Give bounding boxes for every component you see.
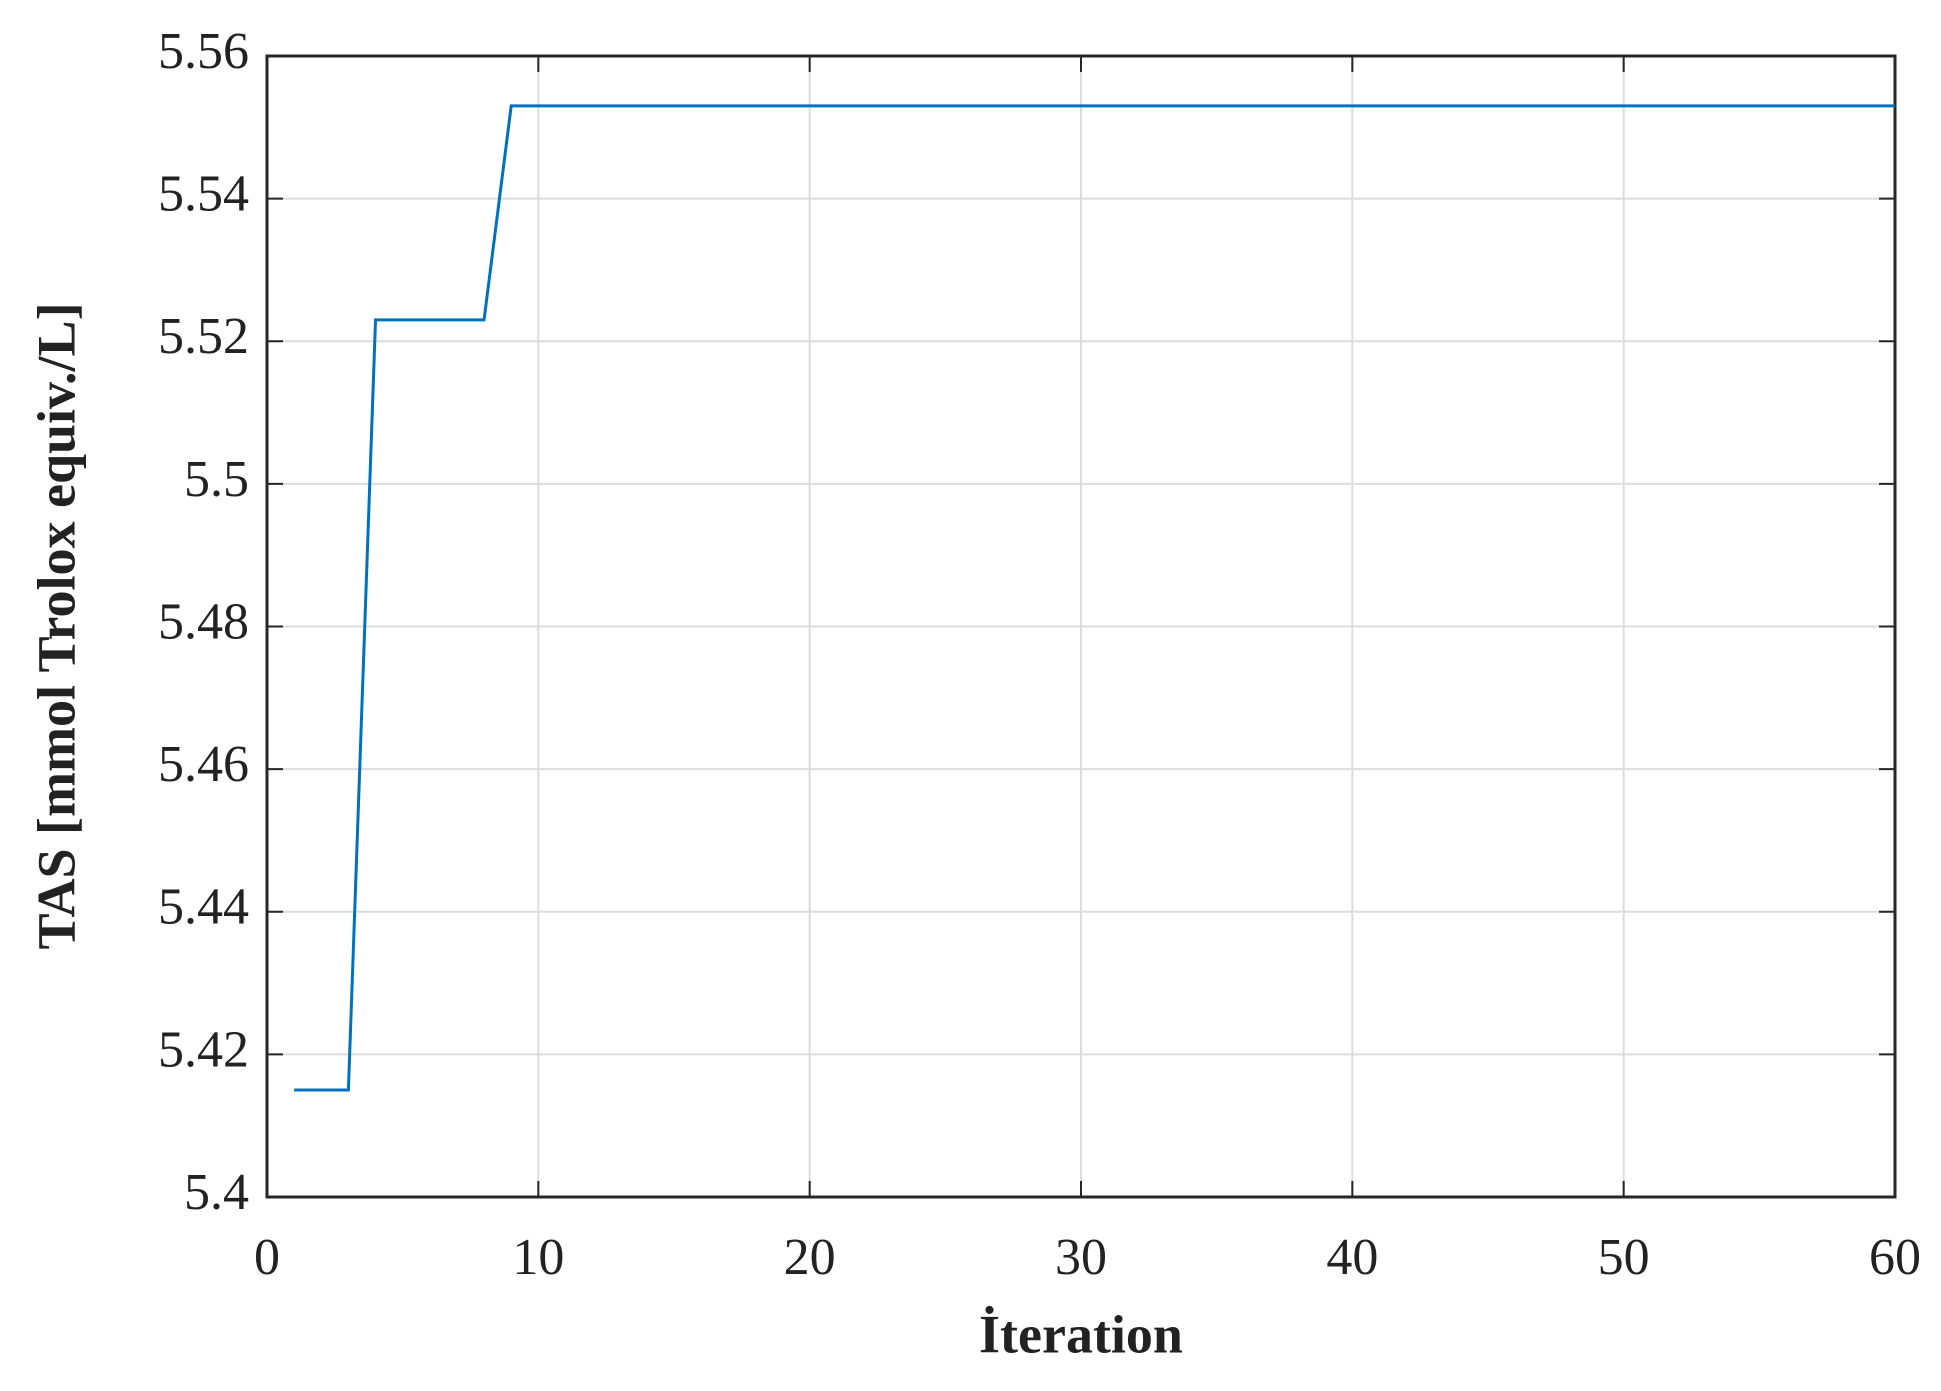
x-tick-label: 50 bbox=[1598, 1229, 1650, 1286]
data-line bbox=[294, 104, 1895, 1092]
x-tick-label: 10 bbox=[512, 1229, 564, 1286]
y-tick-label: 5.44 bbox=[158, 879, 249, 936]
y-tick-label: 5.48 bbox=[158, 593, 249, 650]
y-tick-label: 5.52 bbox=[158, 308, 249, 365]
y-tick-label: 5.56 bbox=[158, 23, 249, 80]
y-tick-label: 5.5 bbox=[184, 451, 249, 508]
y-tick-label: 5.46 bbox=[158, 736, 249, 793]
y-tick-label: 5.4 bbox=[184, 1164, 249, 1221]
y-tick-label: 5.54 bbox=[158, 166, 249, 223]
x-tick-label: 60 bbox=[1869, 1229, 1921, 1286]
x-tick-label: 30 bbox=[1055, 1229, 1107, 1286]
x-tick-label: 0 bbox=[254, 1229, 280, 1286]
x-tick-label: 40 bbox=[1326, 1229, 1378, 1286]
y-tick-label: 5.42 bbox=[158, 1021, 249, 1078]
x-axis-label: İteration bbox=[979, 1304, 1183, 1364]
plot-frame bbox=[265, 54, 1897, 1199]
x-tick-label: 20 bbox=[784, 1229, 836, 1286]
y-axis-label: TAS [mmol Trolox equiv./L] bbox=[26, 302, 86, 949]
